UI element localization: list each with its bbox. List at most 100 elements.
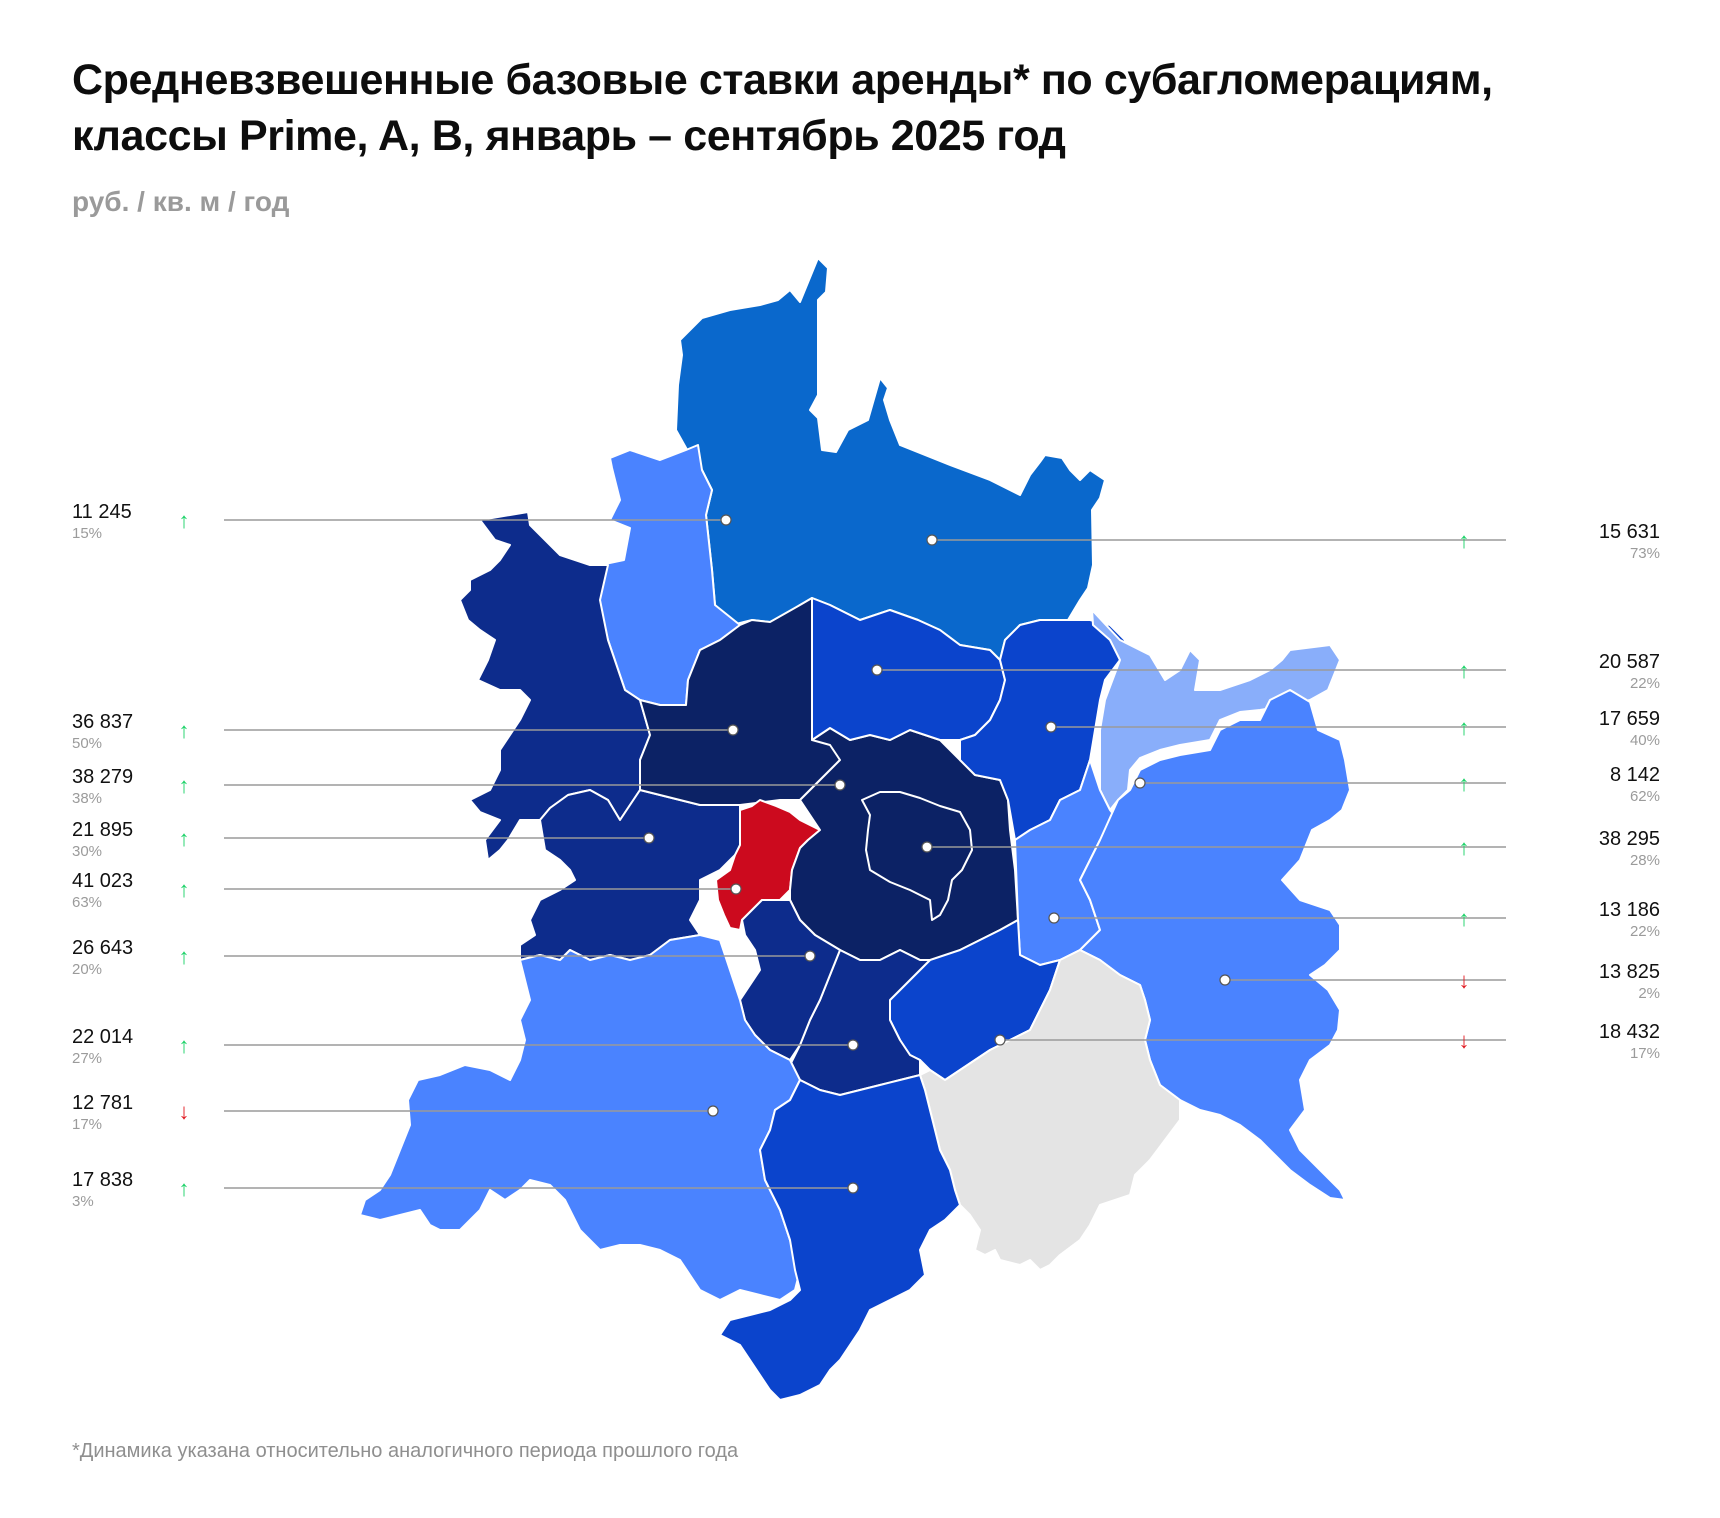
rate-label-right-0: 15 631 73% — [1540, 520, 1660, 563]
arrow-up-icon-left-8: ↑ — [178, 1176, 190, 1201]
chart-title: Средневзвешенные базовые ставки аренды* … — [72, 52, 1652, 164]
anchor-dot-right-7 — [994, 1034, 1006, 1046]
rate-label-left-6: 22 014 27% — [72, 1025, 192, 1068]
anchor-dot-right-3 — [1134, 777, 1146, 789]
arrow-up-icon-right-4: ↑ — [1458, 835, 1470, 860]
rate-change: 2% — [1638, 985, 1660, 1002]
arrow-up-icon-left-0: ↑ — [178, 508, 190, 533]
rate-label-right-7: 18 432 17% — [1540, 1020, 1660, 1063]
title-line-2: классы Prime, A, B, январь – сентябрь 20… — [72, 112, 1066, 160]
leader-lines — [224, 514, 1506, 1194]
arrow-up-icon-left-1: ↑ — [178, 718, 190, 743]
rate-change: 20% — [72, 961, 103, 978]
rate-change: 28% — [1629, 852, 1660, 869]
rate-value: 11 245 — [72, 501, 132, 523]
rate-value: 38 279 — [72, 766, 134, 788]
rate-value: 12 781 — [72, 1092, 134, 1114]
anchor-dot-right-6 — [1219, 974, 1231, 986]
arrow-up-icon-right-0: ↑ — [1458, 528, 1470, 553]
title-line-1: Средневзвешенные базовые ставки аренды* … — [72, 56, 1493, 104]
rate-label-right-1: 20 587 22% — [1540, 650, 1660, 693]
rate-value: 13 825 — [1598, 961, 1660, 983]
region-moscow-inner[interactable] — [861, 791, 973, 921]
footnote: *Динамика указана относительно аналогичн… — [72, 1440, 739, 1462]
anchor-dot-left-4 — [730, 883, 742, 895]
anchor-dot-left-6 — [847, 1039, 859, 1051]
rate-change: 30% — [72, 843, 103, 860]
rate-value: 8 142 — [1609, 764, 1660, 786]
anchor-dot-left-2 — [834, 779, 846, 791]
rate-change: 73% — [1629, 545, 1660, 562]
rate-change: 15% — [72, 525, 103, 542]
rate-label-left-2: 38 279 38% — [72, 765, 192, 808]
anchor-dot-right-5 — [1048, 912, 1060, 924]
rate-change: 27% — [72, 1050, 103, 1067]
region-south-west-outer[interactable] — [359, 934, 801, 1301]
rate-change: 17% — [72, 1116, 103, 1133]
arrow-up-icon-right-5: ↑ — [1458, 906, 1470, 931]
rate-change: 38% — [72, 790, 103, 807]
region-south-east-no-data[interactable] — [919, 949, 1181, 1271]
arrow-up-icon-right-2: ↑ — [1458, 715, 1470, 740]
anchor-dot-right-4 — [921, 841, 933, 853]
arrow-up-icon-left-4: ↑ — [178, 877, 190, 902]
arrow-up-icon-left-5: ↑ — [178, 944, 190, 969]
arrow-up-icon-right-3: ↑ — [1458, 771, 1470, 796]
rate-label-left-3: 21 895 30% — [72, 818, 192, 861]
rate-value: 18 432 — [1598, 1021, 1660, 1043]
anchor-dot-left-5 — [804, 950, 816, 962]
rate-value: 36 837 — [72, 711, 134, 733]
rate-value: 17 659 — [1598, 708, 1660, 730]
region-north[interactable] — [675, 257, 1106, 661]
arrow-down-icon-right-7: ↓ — [1458, 1028, 1470, 1053]
rate-value: 22 014 — [72, 1026, 134, 1048]
rate-change: 17% — [1629, 1045, 1660, 1062]
rate-label-right-5: 13 186 22% — [1540, 898, 1660, 941]
rate-label-right-6: 13 825 2% — [1540, 960, 1660, 1003]
rate-value: 17 838 — [72, 1169, 134, 1191]
rate-value: 13 186 — [1598, 899, 1660, 921]
rate-change: 22% — [1629, 923, 1660, 940]
rate-change: 3% — [72, 1193, 94, 1210]
arrow-down-icon-right-6: ↓ — [1458, 968, 1470, 993]
arrow-up-icon-left-6: ↑ — [178, 1033, 190, 1058]
rate-value: 41 023 — [72, 870, 134, 892]
rate-label-left-0: 11 245 15% — [72, 500, 192, 543]
arrow-down-icon-left-7: ↓ — [178, 1099, 190, 1124]
rate-label-right-2: 17 659 40% — [1540, 707, 1660, 750]
region-north-east-strip[interactable] — [1091, 609, 1341, 811]
rate-label-right-4: 38 295 28% — [1540, 827, 1660, 870]
rate-change: 50% — [72, 735, 103, 752]
anchor-dot-left-1 — [727, 724, 739, 736]
anchor-dot-right-0 — [926, 534, 938, 546]
rate-label-left-4: 41 023 63% — [72, 869, 192, 912]
anchor-dot-right-2 — [1045, 721, 1057, 733]
region-south[interactable] — [719, 1074, 961, 1401]
unit-label: руб. / кв. м / год — [72, 186, 290, 217]
rate-label-right-3: 8 142 62% — [1540, 763, 1660, 806]
rate-change: 62% — [1629, 788, 1660, 805]
rate-label-left-1: 36 837 50% — [72, 710, 192, 753]
arrow-up-icon-right-1: ↑ — [1458, 658, 1470, 683]
anchor-dot-left-0 — [720, 514, 732, 526]
arrow-up-icon-left-2: ↑ — [178, 773, 190, 798]
rate-change: 63% — [72, 894, 103, 911]
rate-value: 38 295 — [1598, 828, 1660, 850]
rate-label-left-5: 26 643 20% — [72, 936, 192, 979]
region-west-middle[interactable] — [519, 789, 741, 961]
rate-label-left-7: 12 781 17% — [72, 1091, 192, 1134]
rate-value: 15 631 — [1598, 521, 1660, 543]
region-west[interactable] — [459, 511, 651, 861]
rate-label-left-8: 17 838 3% — [72, 1168, 192, 1211]
anchor-dot-right-1 — [871, 664, 883, 676]
anchor-dot-left-3 — [643, 832, 655, 844]
rate-value: 26 643 — [72, 937, 134, 959]
rate-change: 22% — [1629, 675, 1660, 692]
rate-value: 20 587 — [1598, 651, 1660, 673]
anchor-dot-left-8 — [847, 1182, 859, 1194]
rate-value: 21 895 — [72, 819, 134, 841]
arrow-up-icon-left-3: ↑ — [178, 826, 190, 851]
rate-change: 40% — [1629, 732, 1660, 749]
anchor-dot-left-7 — [707, 1105, 719, 1117]
